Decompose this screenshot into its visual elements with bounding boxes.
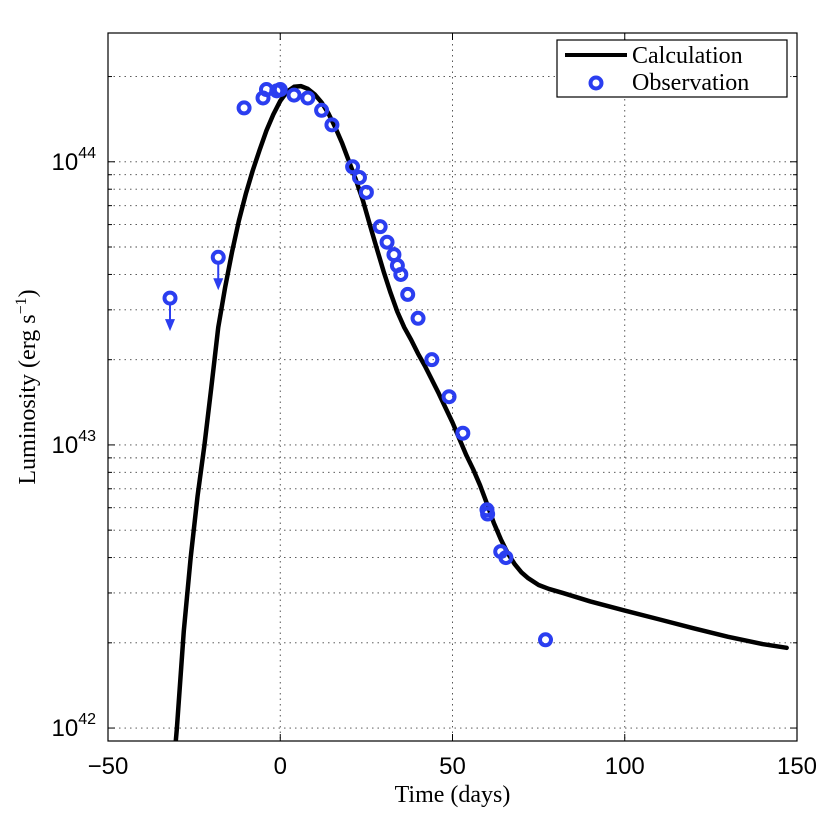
upper-limit-point [162,290,178,306]
y-tick-label: 1042 [52,711,97,742]
x-tick-label: 150 [777,753,817,780]
y-tick-label: 1044 [52,145,97,176]
observation-point [393,266,409,282]
grid [108,33,797,742]
y-axis-title: Luminosity (erg s−1) [13,289,41,484]
x-axis-title: Time (days) [395,782,511,808]
observation-point [300,90,316,106]
observation-point [351,170,367,185]
observation-point [286,87,302,103]
observation-point [455,425,471,441]
observation-point [272,82,288,98]
y-tick-label: 1043 [52,428,97,459]
observation-point [345,159,361,175]
observation-point [424,352,440,368]
observation-point [358,184,374,200]
x-tick-label: −50 [88,753,129,780]
observation-point [372,219,388,235]
observation-point [441,389,457,405]
observation-point [400,286,416,302]
upper-limit-point [210,249,226,265]
observation-point [498,550,514,566]
legend-label-calculation: Calculation [632,43,743,69]
legend-label-observation: Observation [632,70,749,96]
ticks: −50 0 50 100 150 1042 1043 1044 [52,33,817,780]
observation-point [480,506,496,522]
calculation-line [173,83,789,741]
x-tick-label: 100 [605,753,645,780]
observation-point [324,117,340,133]
x-tick-label: 50 [439,753,466,780]
x-tick-label: 0 [274,753,287,780]
observation-point [379,234,395,250]
upper-limit-arrow-head [165,319,176,332]
observation-point [538,632,554,648]
legend: Calculation Observation [556,39,788,98]
legend-marker-sample [588,75,604,91]
observation-point [236,100,252,116]
observation-point [410,310,426,326]
observation-point [314,102,330,118]
series-layer [162,82,789,741]
upper-limit-arrow-head [213,278,224,291]
